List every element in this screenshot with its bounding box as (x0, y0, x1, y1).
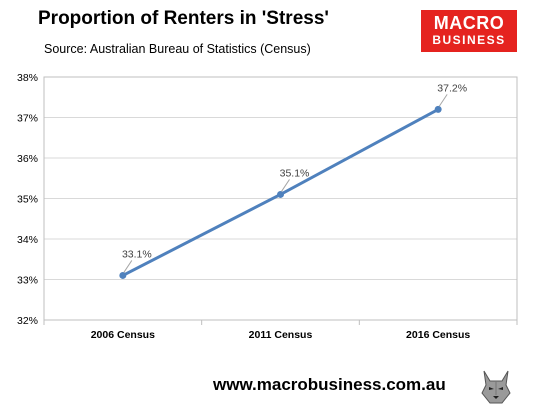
data-label: 33.1% (122, 248, 152, 260)
data-point (434, 105, 442, 113)
data-label-leader (281, 179, 290, 192)
x-tick-label: 2016 Census (406, 329, 470, 341)
data-label-leader (438, 94, 448, 107)
y-tick-label: 35% (17, 194, 38, 206)
website-url: www.macrobusiness.com.au (213, 375, 446, 394)
gridlines (44, 76, 517, 321)
x-tick-label: 2011 Census (249, 329, 313, 341)
data-label: 35.1% (280, 167, 310, 179)
chart-source: Source: Australian Bureau of Statistics … (44, 42, 311, 56)
data-point (277, 190, 284, 198)
series (119, 105, 442, 279)
y-tick-label: 38% (17, 72, 38, 84)
macrobusiness-logo: MACRO BUSINESS (421, 10, 517, 52)
y-tick-label: 32% (17, 315, 38, 327)
x-tick-label: 2006 Census (91, 329, 155, 341)
y-tick-label: 34% (17, 234, 38, 246)
data-label: 37.2% (437, 82, 467, 94)
data-label-leader (123, 260, 133, 273)
x-axis-ticks: 2006 Census 2011 Census 2016 Census (43, 320, 518, 341)
logo-line-macro: MACRO (433, 13, 505, 33)
y-tick-label: 36% (17, 153, 38, 165)
data-labels: 33.1% 35.1% 37.2% (122, 82, 467, 273)
logo-line-business: BUSINESS (432, 33, 506, 47)
data-point (119, 271, 127, 279)
plot-area (43, 76, 518, 321)
wolf-icon (476, 367, 516, 407)
y-tick-label: 37% (17, 113, 38, 125)
y-tick-label: 33% (17, 275, 38, 287)
y-axis-ticks: 32% 33% 34% 35% 36% 37% 38% (17, 72, 38, 327)
chart-title: Proportion of Renters in 'Stress' (38, 8, 329, 29)
